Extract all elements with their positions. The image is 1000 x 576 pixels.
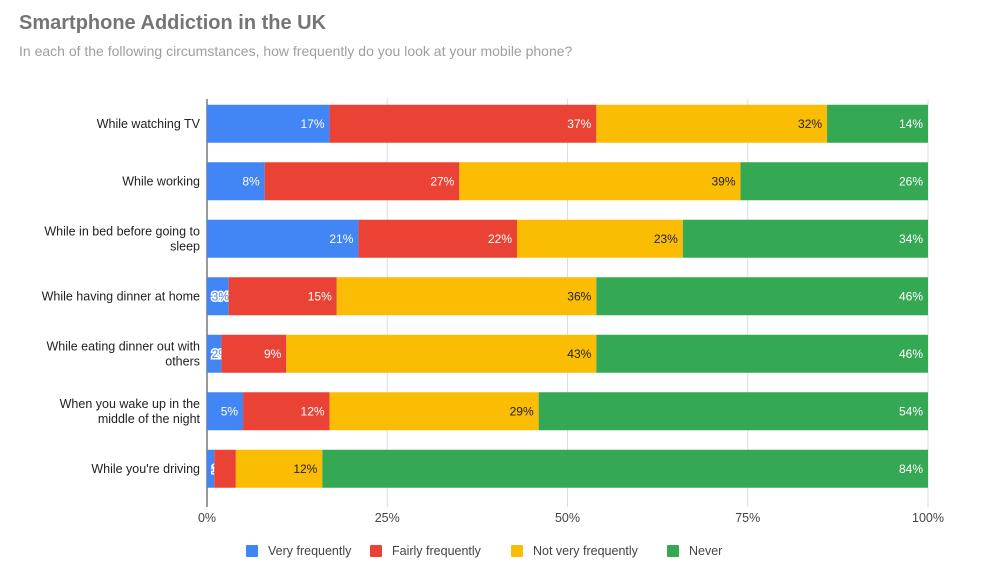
bar-segment — [207, 104, 330, 143]
chart-subtitle: In each of the following circumstances, … — [19, 43, 573, 59]
bar-segment — [286, 334, 597, 373]
data-label: 14% — [899, 117, 923, 131]
bar-segment — [207, 277, 229, 316]
bar-segment — [243, 392, 330, 431]
bar-segment — [228, 277, 337, 316]
bar-segment — [596, 104, 828, 143]
bar-segment — [207, 334, 222, 373]
data-label: 15% — [308, 289, 332, 303]
data-label: 12% — [293, 462, 317, 476]
data-label: 17% — [301, 117, 325, 131]
data-label: 43% — [567, 347, 591, 361]
category-label: While you're driving — [91, 462, 200, 476]
bar-segment — [322, 449, 928, 488]
bar-segment — [207, 219, 359, 258]
data-label: 9% — [264, 347, 282, 361]
legend-swatch — [370, 545, 382, 557]
data-label: 46% — [899, 347, 923, 361]
category-label: While working — [122, 174, 200, 188]
chart-title: Smartphone Addiction in the UK — [19, 12, 327, 34]
category-label: When you wake up in the — [60, 397, 200, 411]
data-label: 26% — [899, 174, 923, 188]
bar-segment — [596, 277, 928, 316]
category-label: sleep — [170, 239, 200, 253]
legend-label: Not very frequently — [533, 544, 639, 558]
bar-segment — [329, 104, 597, 143]
bar-segment — [740, 162, 928, 201]
x-tick-label: 100% — [912, 511, 944, 525]
data-label: 37% — [567, 117, 591, 131]
category-label: others — [165, 354, 200, 368]
data-label: 32% — [798, 117, 822, 131]
legend-swatch — [667, 545, 679, 557]
bar-segment — [221, 334, 287, 373]
data-label: 84% — [899, 462, 923, 476]
category-label: While in bed before going to — [44, 224, 200, 238]
category-label: While eating dinner out with — [46, 339, 200, 353]
bar-segment — [827, 104, 928, 143]
bar-segment — [682, 219, 928, 258]
x-tick-label: 50% — [555, 511, 580, 525]
data-label: 27% — [430, 174, 454, 188]
bar-segment — [207, 449, 215, 488]
bar-segment — [329, 392, 539, 431]
legend-label: Fairly frequently — [392, 544, 482, 558]
data-label: 46% — [899, 289, 923, 303]
x-tick-label: 75% — [735, 511, 760, 525]
bar-segment — [336, 277, 597, 316]
bar-segment — [214, 449, 236, 488]
bar-segment — [358, 219, 518, 258]
bar-segment — [264, 162, 460, 201]
x-tick-label: 25% — [375, 511, 400, 525]
legend-label: Very frequently — [268, 544, 352, 558]
bar-segment — [207, 162, 265, 201]
data-label: 23% — [654, 232, 678, 246]
data-label: 21% — [329, 232, 353, 246]
category-label: middle of the night — [98, 412, 201, 426]
bar-segment — [538, 392, 928, 431]
data-label: 5% — [221, 404, 239, 418]
data-label: 12% — [301, 404, 325, 418]
legend-swatch — [246, 545, 258, 557]
bar-segment — [235, 449, 323, 488]
bar-segment — [596, 334, 928, 373]
bar-segment — [517, 219, 683, 258]
data-label: 3% — [212, 289, 230, 303]
x-tick-label: 0% — [198, 511, 216, 525]
data-label: 22% — [488, 232, 512, 246]
data-label: 54% — [899, 404, 923, 418]
bar-segment — [207, 392, 244, 431]
legend-swatch — [511, 545, 523, 557]
category-label: While watching TV — [97, 117, 201, 131]
category-label: While having dinner at home — [42, 289, 200, 303]
bar-segment — [459, 162, 741, 201]
legend-label: Never — [689, 544, 722, 558]
data-label: 8% — [242, 174, 260, 188]
data-label: 34% — [899, 232, 923, 246]
data-label: 29% — [510, 404, 534, 418]
data-label: 36% — [567, 289, 591, 303]
data-label: 39% — [712, 174, 736, 188]
